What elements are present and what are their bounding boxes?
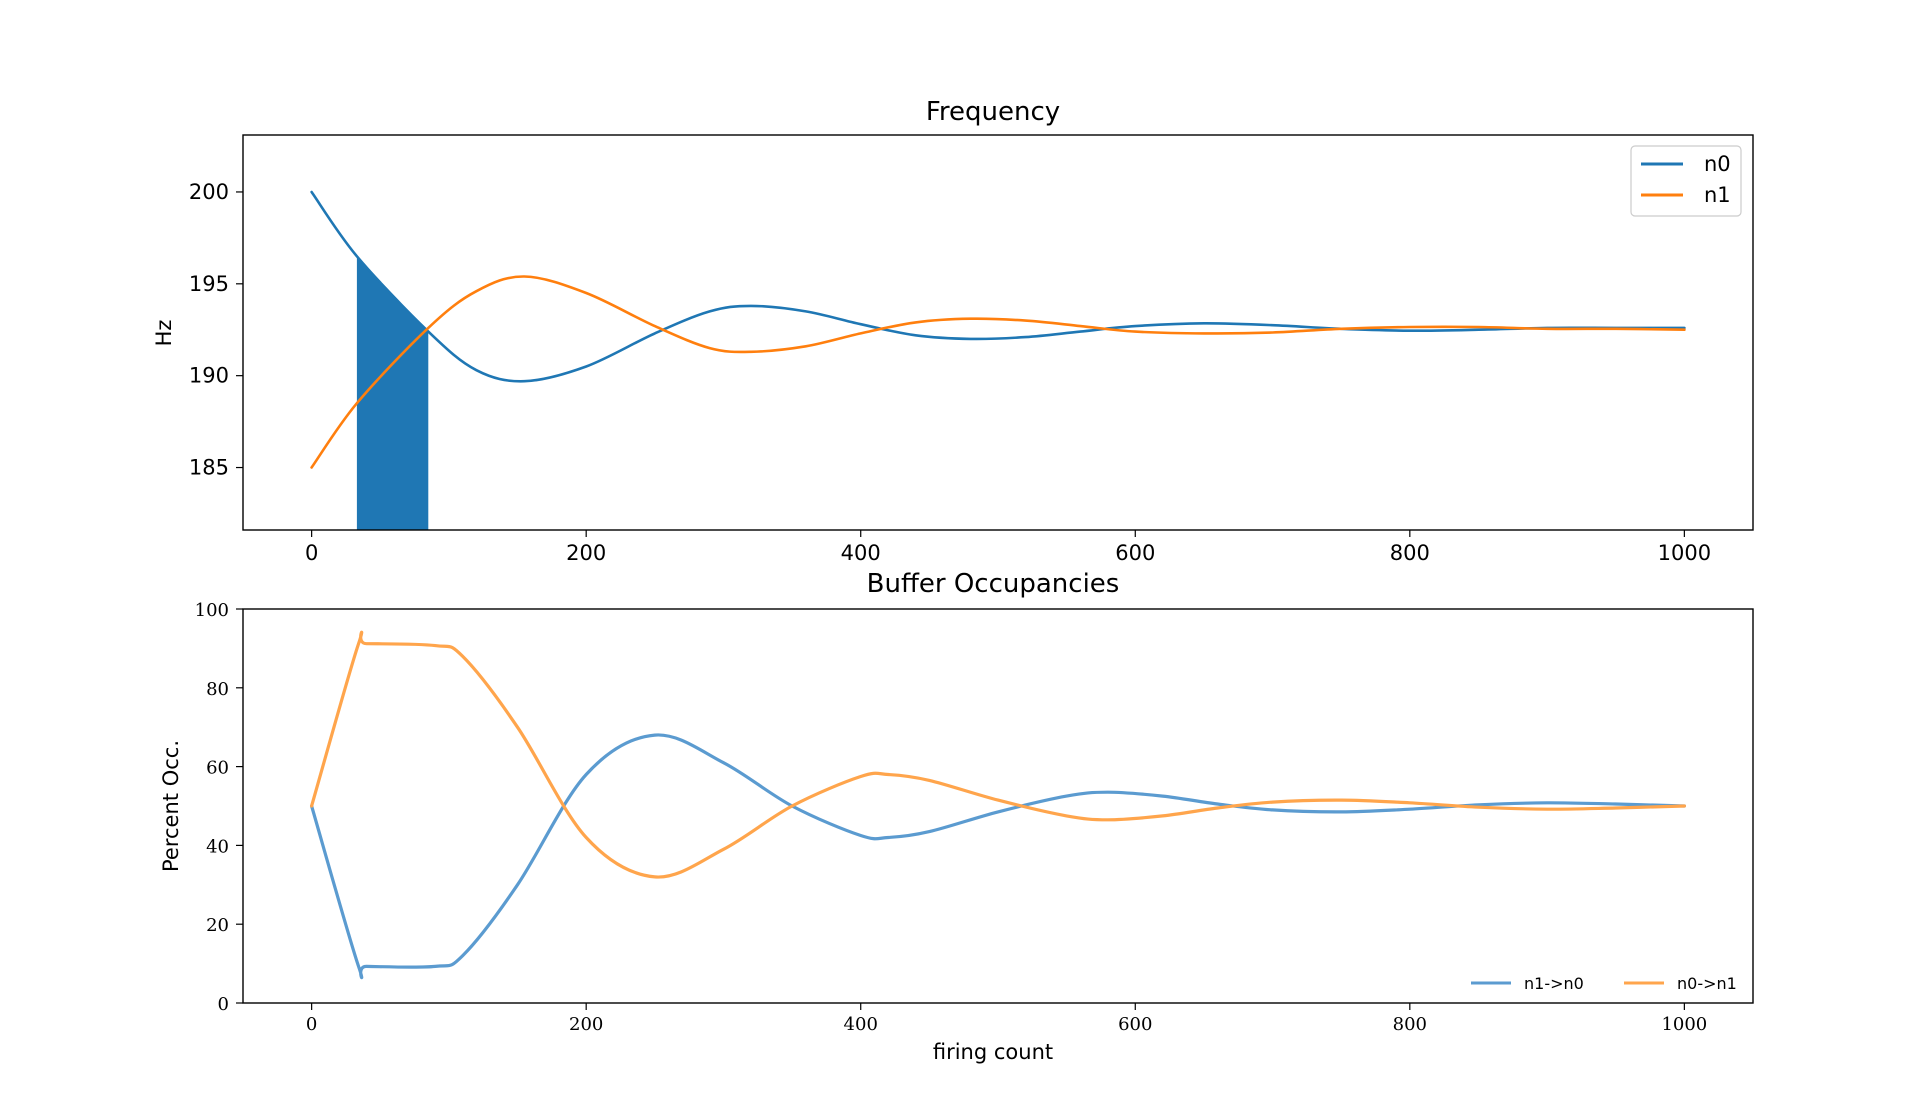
x-tick-label: 800 — [1390, 541, 1430, 565]
chart-title-buffer: Buffer Occupancies — [867, 569, 1120, 599]
x-tick-label: 200 — [566, 541, 606, 565]
x-tick-label: 800 — [1393, 1014, 1427, 1035]
y-tick-label: 185 — [189, 456, 229, 480]
legend-label: n0 — [1704, 152, 1731, 176]
shaded-region — [356, 256, 429, 530]
legend-label: n1 — [1704, 183, 1731, 207]
buffer-panel: 0 200 400 600 800 1000 0 20 40 60 80 100 n1->n0 n0->n… — [195, 600, 1754, 1035]
x-tick-label: 0 — [306, 1014, 317, 1035]
x-tick-label: 1000 — [1658, 541, 1711, 565]
x-tick-label: 0 — [305, 541, 318, 565]
x-tick-label: 400 — [844, 1014, 878, 1035]
y-axis-label-hz: Hz — [152, 320, 176, 347]
y-tick-label: 60 — [206, 758, 229, 779]
y-tick-label: 195 — [189, 272, 229, 296]
series-line-b — [310, 275, 1686, 469]
series-line-b — [310, 630, 1686, 879]
x-tick-label: 400 — [841, 541, 881, 565]
axes-frame — [242, 608, 1754, 1004]
legend-label: n1->n0 — [1524, 974, 1584, 993]
y-tick-label: 190 — [189, 364, 229, 388]
y-tick-label: 40 — [206, 836, 229, 857]
series-line-a — [310, 733, 1686, 980]
x-tick-label: 200 — [569, 1014, 603, 1035]
chart-title-frequency: Frequency — [926, 97, 1060, 127]
series-line-a — [310, 190, 1686, 383]
x-tick-label: 1000 — [1661, 1014, 1707, 1035]
y-tick-label: 20 — [206, 915, 229, 936]
legend-label: n0->n1 — [1677, 974, 1737, 993]
y-tick-label: 200 — [189, 180, 229, 204]
y-tick-label: 80 — [206, 679, 229, 700]
x-tick-label: 600 — [1115, 541, 1155, 565]
axes-frame — [242, 134, 1754, 531]
y-axis-label-percent: Percent Occ. — [159, 740, 183, 872]
x-tick-label: 600 — [1118, 1014, 1152, 1035]
y-tick-label: 100 — [195, 600, 229, 621]
y-tick-label: 0 — [218, 994, 229, 1015]
x-axis-label-firing-count: firing count — [933, 1040, 1053, 1064]
frequency-panel: 0 200 400 600 800 1000 185 190 195 200 n0 n1 — [189, 134, 1754, 565]
